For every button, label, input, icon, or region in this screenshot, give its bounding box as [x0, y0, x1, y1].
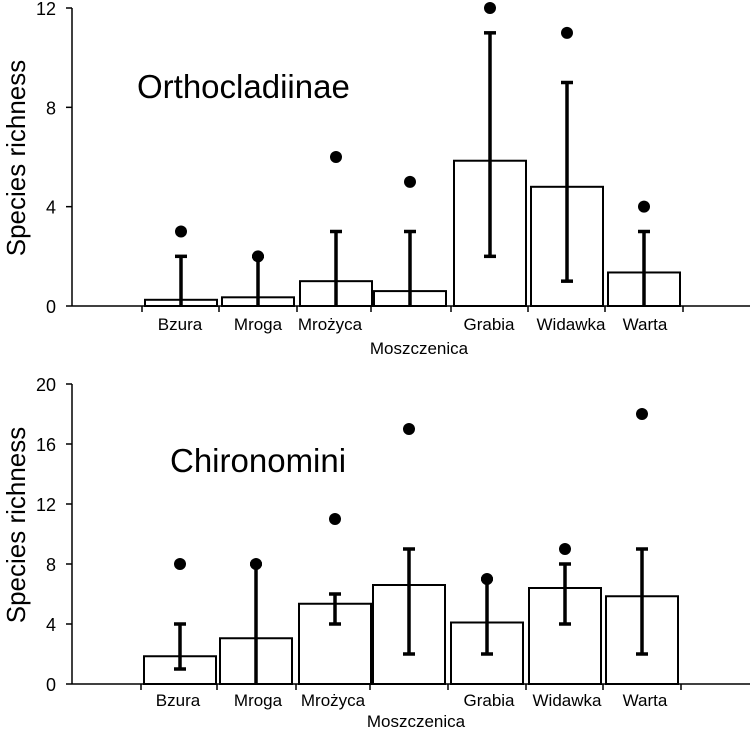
- category-label: Warta: [623, 315, 668, 334]
- max-point: [404, 175, 416, 188]
- max-point: [561, 26, 573, 39]
- max-point: [636, 408, 648, 420]
- panel-title: Orthocladiinae: [137, 68, 350, 105]
- max-point: [559, 543, 571, 555]
- category-label: Warta: [623, 691, 668, 710]
- max-point: [484, 2, 496, 14]
- y-tick-label: 12: [36, 0, 56, 19]
- category-label: Mroga: [234, 315, 283, 334]
- max-point: [250, 558, 262, 570]
- y-tick-label: 8: [46, 555, 56, 575]
- y-tick-label: 0: [46, 675, 56, 695]
- y-tick-label: 16: [36, 435, 56, 455]
- category-label: Bzura: [156, 691, 201, 710]
- category-label: Moszczenica: [367, 712, 466, 731]
- category-label: Moszczenica: [370, 339, 469, 358]
- category-label: Widawka: [537, 315, 607, 334]
- y-axis-label: Species richness: [1, 60, 31, 257]
- panel-chironomini: Species richness Chironomini 0 4 8 12 16 20 Bz…: [1, 375, 750, 731]
- max-point: [329, 513, 341, 525]
- max-point: [481, 573, 493, 585]
- max-point: [403, 423, 415, 435]
- y-axis-label: Species richness: [1, 427, 31, 624]
- y-tick-label: 8: [46, 98, 56, 118]
- max-point: [252, 250, 264, 263]
- category-label: Widawka: [533, 691, 603, 710]
- category-label: Mrożyca: [298, 315, 363, 334]
- plot-marks: 0 4 8 12 Bzura Mroga Mrożyca Moszczenica Grabia W…: [36, 0, 750, 358]
- y-tick-label: 0: [46, 297, 56, 317]
- max-point: [175, 225, 187, 238]
- panel-orthocladiinae: Species richness Orthocladiinae 0 4 8 12 Bzu…: [1, 0, 750, 358]
- y-tick-label: 4: [46, 615, 56, 635]
- max-point: [174, 558, 186, 570]
- panel-title: Chironomini: [170, 442, 346, 479]
- category-label: Grabia: [463, 315, 515, 334]
- category-label: Mroga: [234, 691, 283, 710]
- max-point: [638, 200, 650, 213]
- max-point: [330, 151, 342, 163]
- category-label: Bzura: [158, 315, 203, 334]
- y-tick-label: 20: [36, 375, 56, 395]
- category-label: Mrożyca: [301, 691, 366, 710]
- y-tick-label: 4: [46, 198, 56, 218]
- y-tick-label: 12: [36, 495, 56, 515]
- category-label: Grabia: [463, 691, 515, 710]
